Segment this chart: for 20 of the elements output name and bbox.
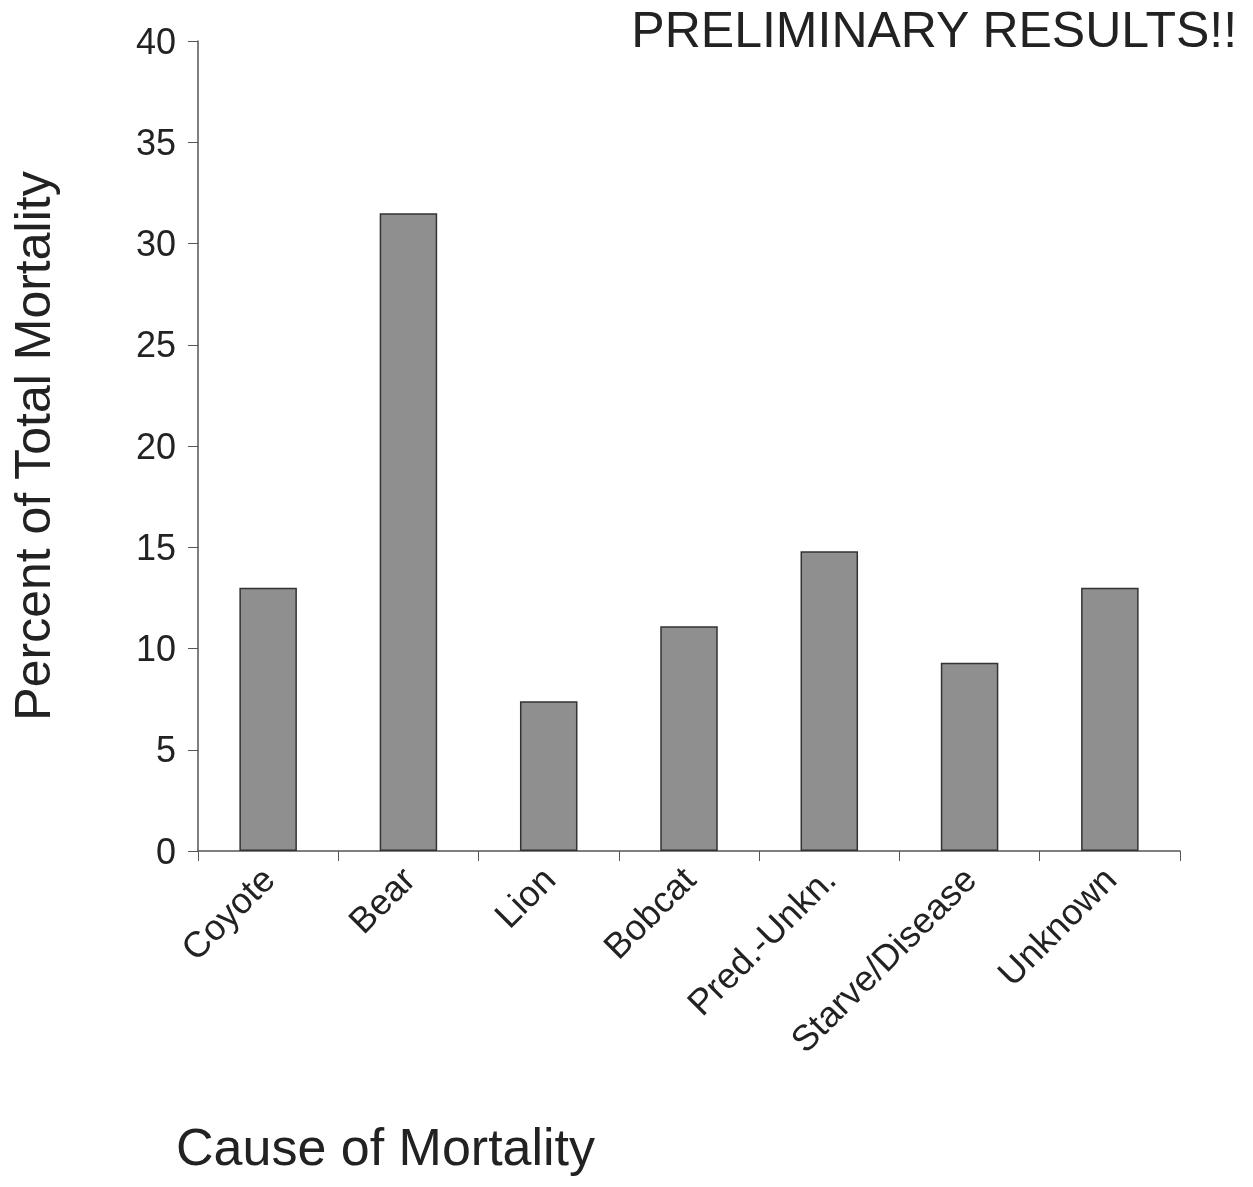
y-tick-label: 0 (155, 830, 176, 872)
y-tick-label: 15 (135, 526, 176, 568)
bar (519, 701, 578, 851)
y-tick-label: 10 (135, 628, 176, 669)
y-tick-label: 5 (155, 729, 176, 771)
y-axis-title: Percent of Total Mortality (5, 171, 61, 721)
y-tick-label: 40 (135, 20, 176, 62)
x-tick-label: Lion (486, 858, 564, 936)
bar (379, 213, 438, 851)
y-tick-label: 30 (135, 223, 176, 264)
y-tick-label: 25 (135, 324, 176, 366)
bar (1081, 587, 1139, 851)
y-tick-label: 35 (135, 121, 176, 163)
bar (239, 587, 297, 851)
chart-title: PRELIMINARY RESULTS!! (631, 2, 1238, 58)
bar (660, 626, 718, 851)
x-axis-title: Cause of Mortality (176, 1118, 596, 1176)
bar (940, 662, 999, 851)
y-tick-label: 20 (135, 425, 176, 467)
bar (800, 551, 859, 851)
